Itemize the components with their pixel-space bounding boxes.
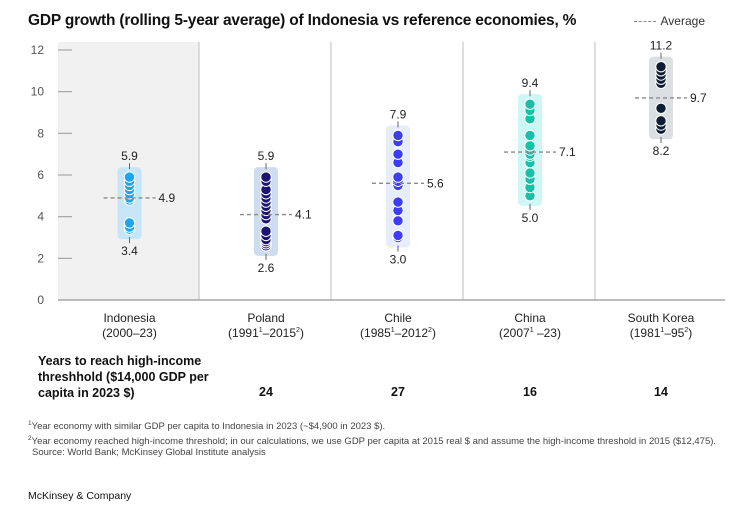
period-text: –95 — [664, 326, 684, 340]
max-label: 11.2 — [650, 39, 673, 53]
period-text: ) — [688, 326, 692, 340]
average-label: 4.1 — [295, 208, 312, 222]
y-tick-label: 6 — [37, 168, 44, 182]
period-text: –2012 — [395, 326, 429, 340]
range-band-4 — [649, 56, 673, 140]
brand-logo-text: McKinsey & Company — [28, 490, 132, 502]
data-point — [392, 148, 404, 160]
footnote-marker: 2 — [428, 327, 432, 334]
min-label: 2.6 — [258, 261, 275, 275]
period-text: (2000–23) — [102, 326, 157, 340]
footnote-marker: 2 — [296, 327, 300, 334]
data-point — [392, 229, 404, 242]
y-tick-label: 12 — [31, 43, 45, 57]
chart-plot: 0246810125.93.44.9Indonesia(2000–23)5.92… — [31, 39, 725, 340]
y-tick-label: 2 — [37, 251, 44, 265]
data-point — [655, 60, 667, 73]
footnote-2: 2Year economy reached high-income thresh… — [28, 434, 717, 447]
footnote-marker: 2 — [684, 327, 688, 334]
min-label: 3.0 — [390, 253, 407, 267]
x-category-label: China — [514, 311, 546, 325]
footnote-1: 1Year economy with similar GDP per capit… — [28, 420, 386, 433]
footnote-marker: 1 — [530, 327, 534, 334]
data-point — [392, 129, 404, 142]
x-category-label: Poland — [247, 311, 284, 325]
x-category-label: Indonesia — [103, 311, 155, 325]
data-point — [655, 102, 667, 115]
period-text: –2015 — [263, 326, 297, 340]
period-text: ) — [432, 326, 436, 340]
x-period-label: (19911–20152) — [228, 326, 304, 340]
data-point — [260, 171, 272, 183]
data-point — [524, 167, 536, 179]
data-point — [260, 225, 272, 237]
period-text: ) — [300, 326, 304, 340]
x-category-label: South Korea — [628, 311, 695, 325]
average-label: 7.1 — [559, 145, 576, 159]
footnote-marker: 1 — [660, 327, 664, 334]
chart-title: GDP growth (rolling 5-year average) of I… — [28, 12, 577, 29]
x-category-label: Chile — [384, 311, 412, 325]
average-label: 9.7 — [690, 91, 707, 105]
data-point — [524, 140, 536, 152]
max-label: 5.9 — [121, 149, 138, 163]
data-point — [123, 171, 136, 183]
data-point — [392, 196, 404, 208]
data-point — [392, 171, 404, 183]
average-dash-icon — [633, 20, 656, 22]
legend: Average — [633, 14, 705, 28]
x-period-label: (19851–20122) — [360, 326, 436, 340]
source-note: Source: World Bank; McKinsey Global Inst… — [32, 447, 266, 459]
footnotes: 1Year economy with similar GDP per capit… — [28, 418, 718, 459]
years-value: 16 — [523, 385, 537, 399]
legend-label-average: Average — [660, 14, 705, 28]
period-text: (1991 — [228, 326, 259, 340]
max-label: 7.9 — [390, 107, 407, 121]
period-text: (1985 — [360, 326, 391, 340]
max-label: 5.9 — [258, 149, 275, 163]
data-point — [524, 129, 536, 142]
period-text: (1981 — [630, 326, 661, 340]
max-label: 9.4 — [522, 76, 539, 90]
years-value: 14 — [654, 385, 668, 399]
y-tick-label: 10 — [31, 85, 45, 99]
min-label: 3.4 — [121, 244, 138, 258]
y-tick-label: 4 — [37, 210, 44, 224]
data-point — [655, 115, 667, 127]
years-to-high-income-label: Years to reach high-income threshhold ($… — [38, 354, 209, 400]
years-value: 24 — [259, 385, 273, 399]
x-period-label: (2000–23) — [102, 326, 157, 340]
min-label: 5.0 — [522, 211, 539, 225]
min-label: 8.2 — [653, 144, 670, 158]
y-tick-label: 8 — [37, 126, 44, 140]
period-text: (2007 — [499, 326, 530, 340]
footnote-marker: 1 — [259, 327, 263, 334]
data-point — [123, 217, 136, 229]
period-text: –23) — [534, 326, 561, 340]
x-period-label: (19811–952) — [630, 326, 693, 340]
y-tick-label: 0 — [37, 293, 44, 307]
footnote-marker: 1 — [391, 327, 395, 334]
years-value: 27 — [391, 385, 405, 399]
average-label: 5.6 — [427, 176, 444, 190]
average-label: 4.9 — [159, 191, 176, 205]
x-period-label: (20071 –23) — [499, 326, 561, 340]
data-point — [392, 215, 404, 227]
data-point — [524, 98, 536, 110]
